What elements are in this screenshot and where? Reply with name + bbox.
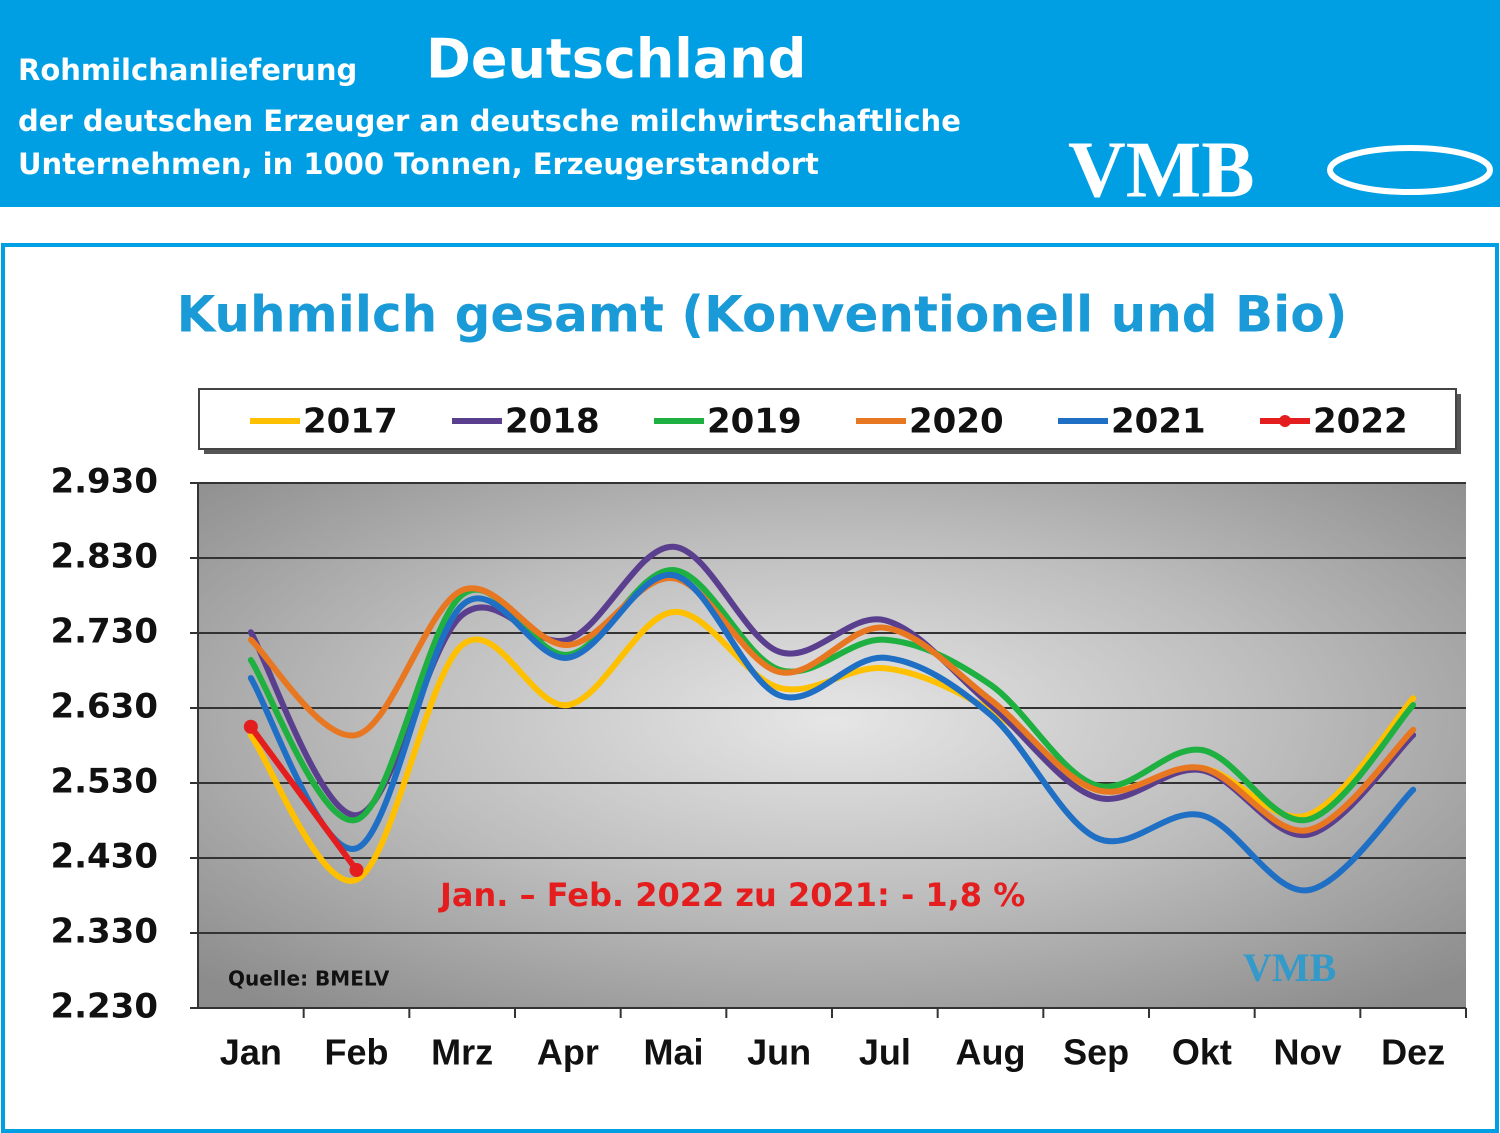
- x-tick-label: Dez: [1381, 1032, 1445, 1073]
- x-tick-label: Jan: [220, 1032, 282, 1073]
- watermark-logo: VMB: [1243, 945, 1336, 990]
- y-tick-label: 2.430: [50, 837, 158, 877]
- header-title: Deutschland: [426, 28, 806, 91]
- header-line: Unternehmen, in 1000 Tonnen, Erzeugersta…: [18, 147, 819, 181]
- legend-label: 2020: [909, 402, 1004, 442]
- chart-title: Kuhmilch gesamt (Konventionell und Bio): [177, 286, 1348, 344]
- legend-label: 2022: [1313, 402, 1408, 442]
- x-tick-label: Apr: [537, 1032, 599, 1073]
- x-tick-label: Mrz: [431, 1032, 493, 1073]
- logo-swirl: [1327, 145, 1493, 195]
- series-line: [247, 572, 1417, 894]
- x-tick-label: Mai: [643, 1032, 703, 1073]
- y-tick-label: 2.930: [50, 462, 158, 502]
- header-band: [0, 0, 1500, 207]
- x-tick-label: Nov: [1273, 1032, 1341, 1073]
- y-tick-label: 2.630: [50, 687, 158, 727]
- y-tick-label: 2.830: [50, 537, 158, 577]
- legend: [198, 388, 1457, 450]
- x-tick-label: Aug: [956, 1032, 1026, 1073]
- header-line: der deutschen Erzeuger an deutsche milch…: [18, 104, 961, 138]
- x-tick-label: Feb: [324, 1032, 388, 1073]
- header-line: Rohmilchanlieferung: [18, 53, 357, 87]
- legend-marker: [1279, 415, 1291, 427]
- series-line: [247, 723, 360, 873]
- y-tick-label: 2.330: [50, 912, 158, 952]
- x-tick-label: Sep: [1063, 1032, 1129, 1073]
- source: Quelle: BMELV: [228, 967, 390, 991]
- x-tick-label: Jul: [859, 1032, 911, 1073]
- annotation: Jan. – Feb. 2022 zu 2021: - 1,8 %: [438, 876, 1025, 914]
- y-tick-label: 2.230: [50, 987, 158, 1027]
- legend-label: 2018: [505, 402, 600, 442]
- x-tick-label: Okt: [1172, 1032, 1232, 1073]
- series-line: [247, 575, 1417, 834]
- y-tick-label: 2.530: [50, 762, 158, 802]
- legend-label: 2021: [1111, 402, 1206, 442]
- legend-label: 2019: [707, 402, 802, 442]
- point: [349, 863, 364, 877]
- x-tick-label: Jun: [747, 1032, 811, 1073]
- plot-background: [198, 483, 1466, 1008]
- legend-label: 2017: [303, 402, 398, 442]
- point: [243, 719, 258, 734]
- logo: VMB: [1068, 126, 1255, 214]
- y-tick-label: 2.730: [50, 612, 158, 652]
